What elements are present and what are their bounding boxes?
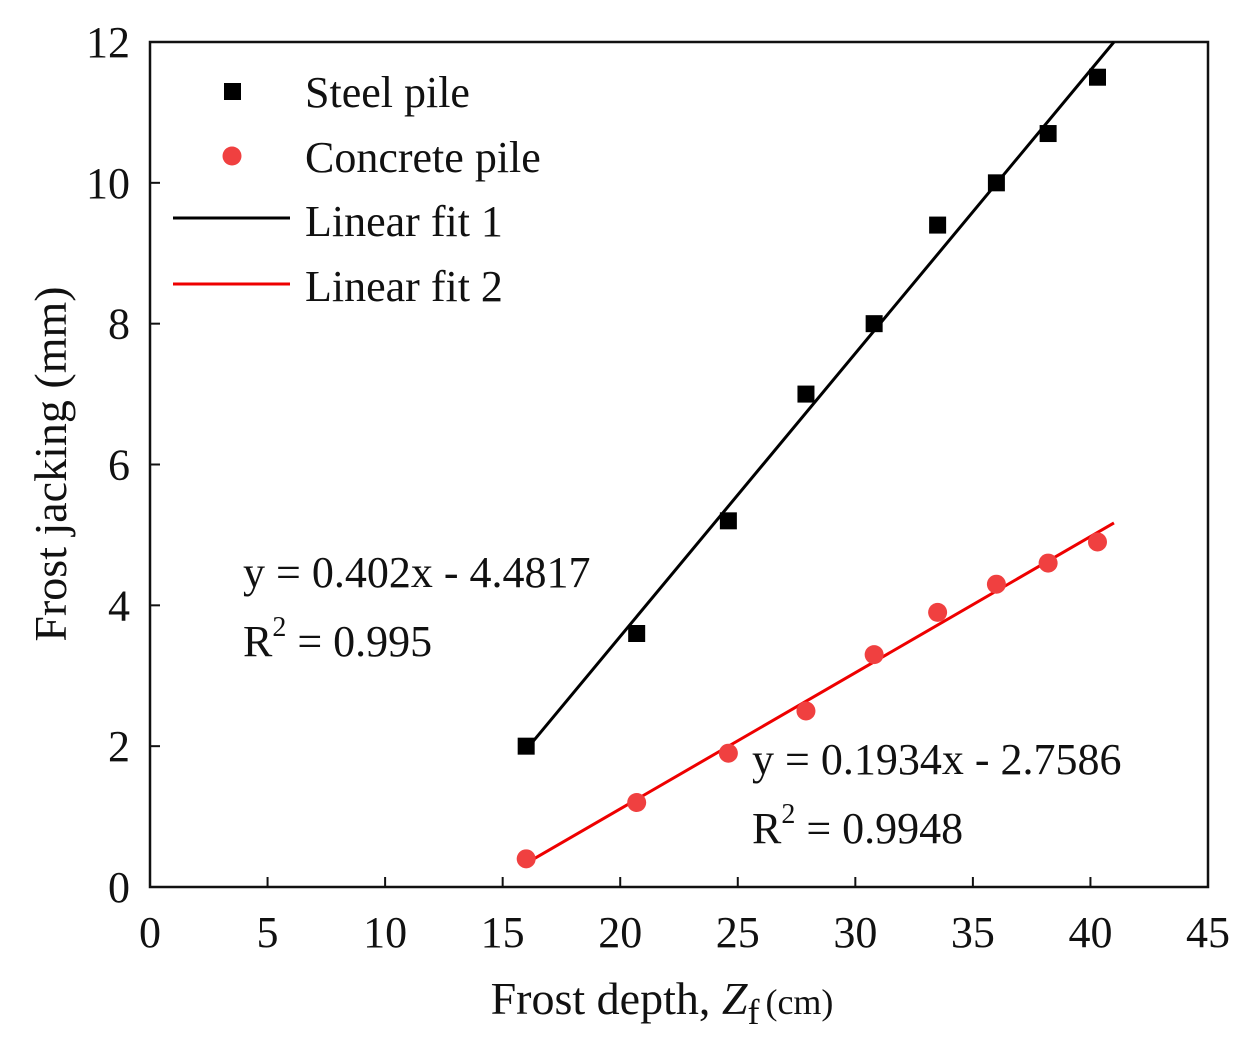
- fit-line-1: [525, 41, 1116, 751]
- concrete-pile-point: [928, 602, 948, 622]
- x-tick-label: 20: [598, 908, 642, 957]
- legend-marker-steel-pile: [224, 83, 241, 100]
- y-tick-label: 6: [108, 441, 130, 490]
- fit-lines: [525, 41, 1116, 865]
- data-markers: [516, 68, 1107, 869]
- y-tick-label: 2: [108, 722, 130, 771]
- annotation-fit-1: y = 0.402x - 4.4817 R2 = 0.995: [243, 548, 590, 666]
- legend: Steel pile Concrete pile Linear fit 1 Li…: [173, 68, 541, 311]
- r2-value: = 0.9948: [795, 804, 963, 853]
- concrete-pile-point: [516, 849, 536, 869]
- r2-symbol: R: [752, 804, 782, 853]
- annotation-fit-2: y = 0.1934x - 2.7586 R2 = 0.9948: [752, 735, 1121, 853]
- steel-pile-point: [517, 737, 535, 755]
- steel-pile-point: [1088, 68, 1106, 86]
- legend-label-fit-2: Linear fit 2: [305, 262, 503, 311]
- r2-symbol: R: [243, 617, 273, 666]
- r-squared-fit-2: R2 = 0.9948: [752, 799, 963, 853]
- x-tick-label: 10: [363, 908, 407, 957]
- concrete-pile-point: [718, 743, 738, 763]
- concrete-pile-point: [627, 793, 647, 812]
- legend-label-fit-1: Linear fit 1: [305, 197, 503, 246]
- y-axis-title: Frost jacking (mm): [25, 286, 76, 641]
- legend-label-steel-pile: Steel pile: [305, 68, 470, 117]
- equation-fit-1: y = 0.402x - 4.4817: [243, 548, 590, 597]
- concrete-pile-point: [864, 645, 884, 665]
- y-tick-label: 4: [108, 581, 130, 630]
- x-tick-label: 15: [481, 908, 525, 957]
- x-tick-label: 40: [1068, 908, 1112, 957]
- steel-pile-point: [987, 174, 1005, 192]
- y-axis-ticks: 0 2 4 6 8 10 12: [86, 18, 160, 912]
- concrete-pile-point: [1087, 532, 1107, 552]
- legend-marker-concrete-pile: [222, 146, 242, 166]
- x-axis-title: Frost depth, Zf (cm): [491, 973, 834, 1032]
- x-tick-label: 45: [1186, 908, 1230, 957]
- steel-pile-point: [865, 315, 883, 333]
- x-tick-label: 35: [951, 908, 995, 957]
- y-tick-label: 12: [86, 18, 130, 67]
- steel-pile-point: [719, 512, 737, 530]
- r-squared-fit-1: R2 = 0.995: [243, 612, 432, 666]
- equation-fit-2: y = 0.1934x - 2.7586: [752, 735, 1121, 784]
- x-tick-label: 5: [257, 908, 279, 957]
- y-tick-label: 8: [108, 300, 130, 349]
- x-axis-ticks: 0 5 10 15 20 25 30 35 40 45: [139, 877, 1230, 957]
- steel-pile-point: [1039, 125, 1057, 143]
- legend-label-concrete-pile: Concrete pile: [305, 133, 541, 182]
- y-tick-label: 10: [86, 159, 130, 208]
- steel-pile-point: [797, 385, 815, 403]
- x-tick-label: 30: [833, 908, 877, 957]
- concrete-pile-point: [796, 701, 816, 721]
- y-tick-label: 0: [108, 863, 130, 912]
- concrete-pile-point: [1038, 553, 1058, 573]
- fit-line-2: [525, 521, 1115, 865]
- x-tick-label: 0: [139, 908, 161, 957]
- r2-value: = 0.995: [286, 617, 432, 666]
- x-tick-label: 25: [716, 908, 760, 957]
- r2-superscript: 2: [272, 612, 286, 643]
- steel-pile-point: [929, 216, 947, 234]
- concrete-pile-point: [986, 574, 1006, 594]
- r2-superscript: 2: [781, 799, 795, 830]
- steel-pile-point: [628, 625, 646, 642]
